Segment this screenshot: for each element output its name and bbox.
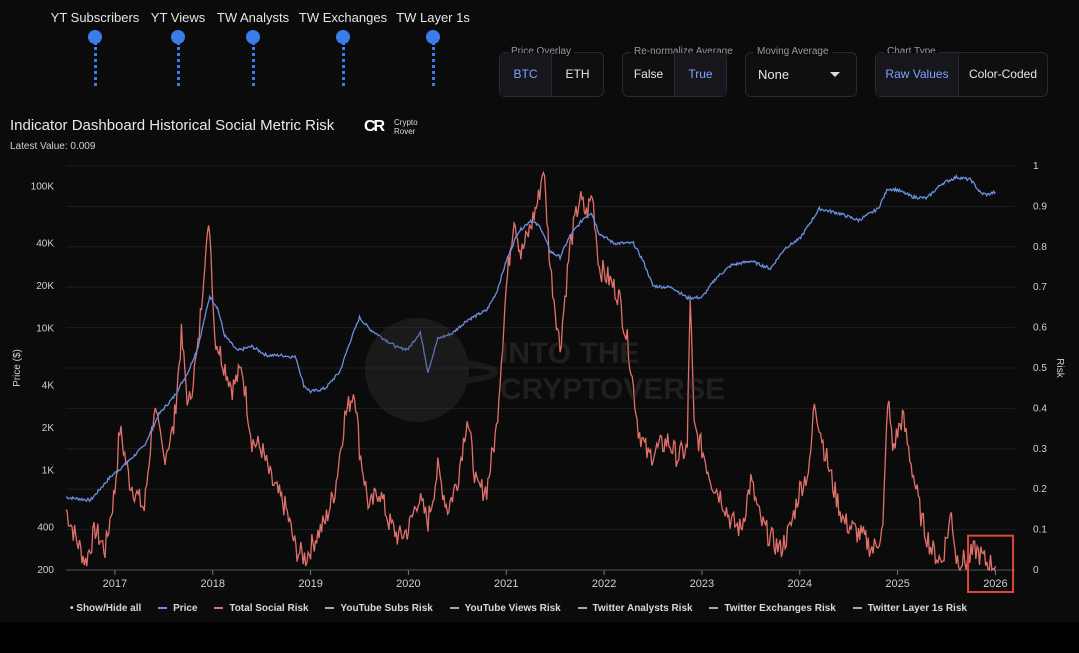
slider-label: TW Exchanges <box>298 10 388 25</box>
y-left-tick-label: 2K <box>42 423 55 434</box>
y-right-tick-label: 0.6 <box>1033 323 1047 334</box>
y-right-axis-label: Risk <box>1054 358 1065 378</box>
slider-knob[interactable] <box>171 30 185 44</box>
slider-tw-analysts[interactable]: TW Analysts <box>208 10 298 86</box>
legend-youtube-subs-risk[interactable]: YouTube Subs Risk <box>325 603 433 614</box>
price-overlay-eth-button[interactable]: ETH <box>565 67 590 81</box>
series-price-line <box>65 173 996 503</box>
chart-area: 200 400 1K 2K 4K 10K 20K 40K 100K 0 0.1 0.2 0.3 0.4 0.… <box>12 161 1065 594</box>
chart-title: Indicator Dashboard Historical Social Me… <box>10 117 335 134</box>
slider-track[interactable] <box>94 42 97 86</box>
slider-tw-exchanges[interactable]: TW Exchanges <box>298 10 388 86</box>
x-tick-label: 2024 <box>788 578 812 590</box>
moving-average-value: None <box>758 67 790 82</box>
y-right-tick-label: 0.1 <box>1033 525 1047 536</box>
x-tick-label: 2020 <box>396 578 420 590</box>
crypto-rover-logo: CR Crypto Rover <box>364 118 418 136</box>
slider-track[interactable] <box>432 42 435 86</box>
y-left-tick-label: 200 <box>37 565 54 576</box>
slider-label: YT Subscribers <box>50 10 140 25</box>
x-tick-label: 2026 <box>983 578 1007 590</box>
legend-twitter-layer1s-risk[interactable]: Twitter Layer 1s Risk <box>852 603 967 614</box>
watermark-icon: INTO THE CRYPTOVERSE <box>365 318 725 422</box>
y-right-tick-label: 0.4 <box>1033 403 1047 414</box>
renormalize-true-button[interactable]: True <box>675 53 726 96</box>
slider-knob[interactable] <box>88 30 102 44</box>
y-right-tick-label: 0.3 <box>1033 444 1047 455</box>
y-right-tick-label: 0.7 <box>1033 282 1047 293</box>
price-overlay-group: Price Overlay BTC ETH <box>499 46 604 97</box>
slider-label: TW Layer 1s <box>396 10 470 25</box>
y-left-tick-label: 400 <box>37 522 54 533</box>
slider-tw-layer1s[interactable]: TW Layer 1s <box>388 10 478 86</box>
slider-knob[interactable] <box>426 30 440 44</box>
y-left-tick-label: 10K <box>36 324 54 335</box>
y-left-axis-label: Price ($) <box>12 349 23 387</box>
moving-average-select[interactable]: Moving Average None <box>745 46 857 97</box>
chart-type-label: Chart Type <box>884 46 939 57</box>
y-left-tick-label: 20K <box>36 281 54 292</box>
y-right-tick-label: 0.5 <box>1033 363 1047 374</box>
logo-mark-icon: CR <box>364 118 385 135</box>
dashboard: YT Subscribers YT Views TW Analysts TW E… <box>0 0 1079 622</box>
series-total-social-risk-line <box>65 170 997 572</box>
slider-track[interactable] <box>177 42 180 86</box>
chart-type-raw-button[interactable]: Raw Values <box>876 53 958 96</box>
x-tick-label: 2017 <box>103 578 127 590</box>
x-tick-label: 2018 <box>201 578 225 590</box>
legend-twitter-analysts-risk[interactable]: Twitter Analysts Risk <box>577 603 693 614</box>
slider-label: YT Views <box>150 10 206 25</box>
watermark-line1: INTO THE <box>500 337 639 370</box>
legend-twitter-exchanges-risk[interactable]: Twitter Exchanges Risk <box>709 603 836 614</box>
y-right-tick-label: 0.2 <box>1033 484 1047 495</box>
y-right-tick-label: 0.8 <box>1033 242 1047 253</box>
y-right-tick-label: 0.9 <box>1033 201 1047 212</box>
legend-price[interactable]: Price <box>158 603 198 614</box>
slider-knob[interactable] <box>336 30 350 44</box>
legend-show-hide-all[interactable]: • Show/Hide all <box>70 603 142 614</box>
x-tick-label: 2023 <box>690 578 714 590</box>
x-tick-label: 2021 <box>494 578 518 590</box>
slider-knob[interactable] <box>246 30 260 44</box>
highlight-box <box>967 534 1015 594</box>
y-left-tick-label: 100K <box>31 182 55 193</box>
watermark-line2: CRYPTOVERSE <box>500 373 725 406</box>
price-overlay-btc-button[interactable]: BTC <box>500 53 551 96</box>
x-tick-label: 2025 <box>885 578 909 590</box>
watermark: INTO THE CRYPTOVERSE <box>365 305 725 440</box>
chart-type-color-button[interactable]: Color-Coded <box>968 67 1038 81</box>
x-tick-label: 2019 <box>298 578 322 590</box>
y-right-tick-label: 0 <box>1033 565 1039 576</box>
y-left-tick-label: 40K <box>36 238 54 249</box>
legend-youtube-views-risk[interactable]: YouTube Views Risk <box>449 603 561 614</box>
legend-total-social-risk[interactable]: Total Social Risk <box>214 603 309 614</box>
y-left-tick-label: 4K <box>42 380 55 391</box>
chart-type-group: Chart Type Raw Values Color-Coded <box>875 46 1048 97</box>
slider-yt-views[interactable]: YT Views <box>133 10 223 86</box>
chevron-down-icon[interactable] <box>830 72 840 77</box>
moving-average-label: Moving Average <box>754 46 832 57</box>
slider-label: TW Analysts <box>216 10 290 25</box>
renormalize-group: Re-normalize Average False True <box>622 46 736 97</box>
slider-yt-subscribers[interactable]: YT Subscribers <box>50 10 140 86</box>
latest-value: Latest Value: 0.009 <box>10 141 96 152</box>
legend: • Show/Hide all Price Total Social Risk … <box>70 603 967 614</box>
price-overlay-label: Price Overlay <box>508 46 575 57</box>
renormalize-label: Re-normalize Average <box>631 46 736 57</box>
y-right-tick-label: 1 <box>1033 161 1039 172</box>
renormalize-false-button[interactable]: False <box>633 67 664 81</box>
x-tick-label: 2022 <box>592 578 616 590</box>
logo-text: Crypto Rover <box>394 118 418 136</box>
slider-track[interactable] <box>252 42 255 86</box>
y-left-tick-label: 1K <box>42 466 55 477</box>
slider-track[interactable] <box>342 42 345 86</box>
